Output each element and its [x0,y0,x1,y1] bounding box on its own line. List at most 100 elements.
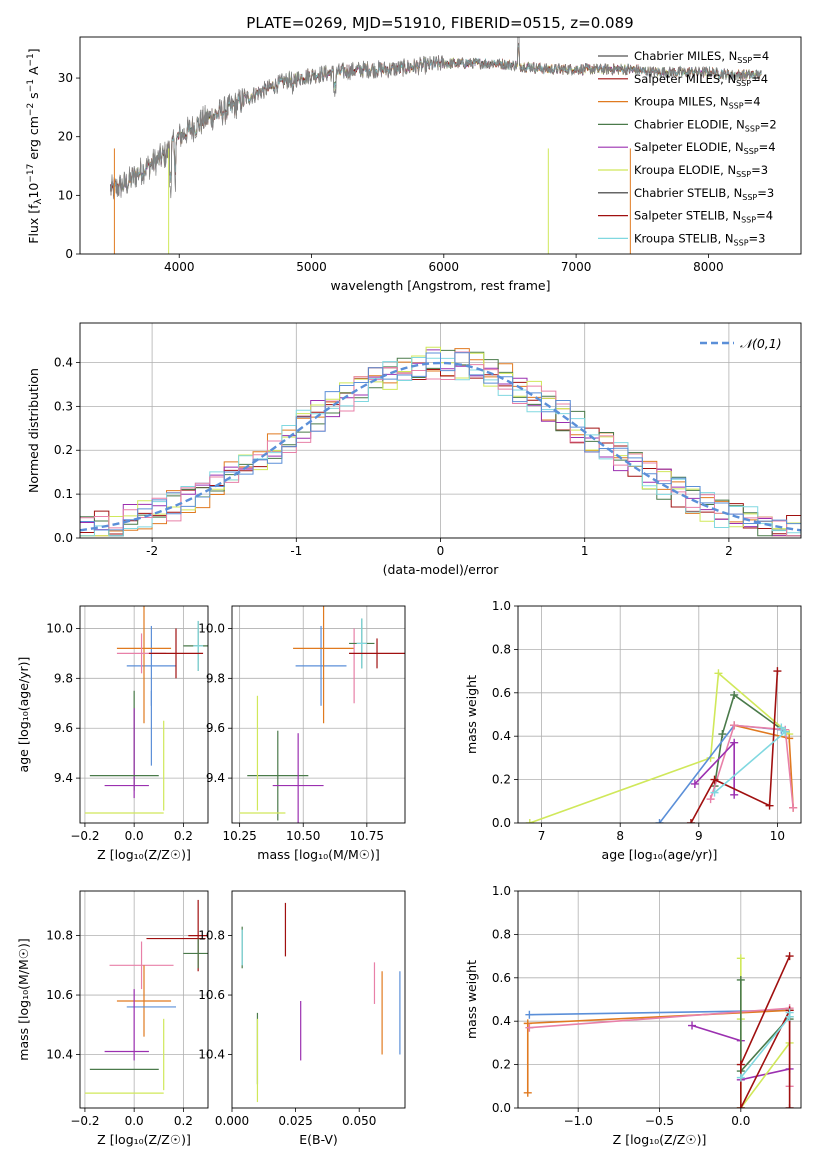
weight-marker [736,975,745,984]
x-tick-label: 5000 [296,260,327,274]
x-axis-label: wavelength [Angstrom, rest frame] [330,278,550,293]
plot-spectrum: 4000 5000 6000 7000 8000 0 10 20 30 wavelength [A… [26,36,802,293]
plot-frame [517,890,802,1109]
y-label-part: ] [26,48,41,53]
data-point [148,628,204,679]
x-tick-label: 6000 [429,260,460,274]
legend-eq: = [751,163,761,177]
legend-eq: = [759,140,769,154]
plot-frame [79,605,209,824]
y-tick-label: 10.4 [46,1047,73,1061]
y-tick-label: 10.0 [46,621,73,635]
legend-n: , N [718,231,734,245]
y-axis-label: mass weight [464,675,479,754]
plot-age-vs-Z: −0.2 0.0 0.2 9.4 9.6 9.8 10.0 Z [log₁₀(Z/Z☉)] ag… [16,605,209,862]
data-point [356,618,367,669]
y-tick-label: 0.2 [492,1058,511,1072]
weight-line [733,724,794,808]
y-tick-label: 9.4 [206,771,225,785]
y-label-part: 10 [26,183,41,199]
weight-marker [690,779,699,788]
weight-marker [730,721,739,730]
residual-histogram [80,351,801,537]
weight-marker [789,803,798,812]
x-tick-label: 0.0 [125,829,144,843]
legend-eq: = [749,231,759,245]
legend-nssp: 2 [769,117,776,131]
weight-marker [785,952,794,961]
x-tick-label: 7 [538,829,546,843]
y-tick-label: 20 [58,130,73,144]
legend-nssp: 4 [766,209,773,223]
weight-marker [525,1023,534,1032]
y-tick-label: 0.8 [492,642,511,656]
plot-frame [79,36,802,255]
x-tick-label: 9 [695,829,703,843]
plot-mass-vs-ebv: 0.000 0.025 0.050 10.4 10.6 10.8 E(B-V) [198,890,406,1147]
legend-sub: SSP [737,56,752,65]
y-tick-label: 10.8 [198,929,225,943]
y-tick-label: 30 [58,71,73,85]
legend-n: , N [726,186,742,200]
plot-mass-weight-vs-Z: −1.0 −0.5 0.0 0.0 0.2 0.4 0.6 0.8 1.0 Z [log₁₀(Z/… [464,884,802,1147]
x-tick-label: 4000 [164,260,195,274]
y-axis-label: mass weight [464,960,479,1039]
y-tick-label: 10.0 [198,621,225,635]
legend-name: Kroupa STELIB [634,231,718,245]
legend-n: , N [721,49,737,63]
y-tick-label: 10 [58,188,73,202]
weight-marker [710,775,719,784]
y-axis-label: mass [log₁₀(M/M☉)] [16,938,31,1060]
x-axis-label: Z [log₁₀(Z/Z☉)] [613,1132,707,1147]
data-point [116,606,172,724]
data-point [109,941,174,990]
y-tick-label: 10.6 [46,988,73,1002]
x-axis-label: age [log₁₀(age/yr)] [602,847,718,862]
y-tick-label: 0 [65,247,73,261]
x-tick-label: 10.50 [286,829,320,843]
x-tick-label: 8000 [693,260,724,274]
legend-nssp: 3 [761,163,768,177]
weight-marker [523,1019,532,1028]
legend-entry: Chabrier MILES, NSSP=4 [634,49,769,65]
y-label-part: −2 [26,103,36,116]
legend-name: Kroupa MILES [634,95,713,109]
weight-marker [736,1073,745,1082]
y-label-part: λ [33,198,44,204]
x-tick-label: 1 [581,544,589,558]
legend-entry: 𝒩(0,1) [740,336,782,351]
legend-entry: Salpeter MILES, NSSP=4 [634,72,768,88]
y-label-part: Flux [f [26,204,41,244]
x-tick-label: 0.000 [215,1114,249,1128]
x-tick-label: -2 [146,544,158,558]
weight-line [658,724,786,823]
legend-n: , N [725,209,741,223]
legend-n: , N [720,163,736,177]
y-axis-label: Flux [fλ10−17 erg cm−2 s−1 A−1] [26,48,44,243]
x-tick-label: 0 [437,544,445,558]
x-axis-label: Z [log₁₀(Z/Z☉)] [97,847,191,862]
x-tick-label: 0.2 [174,1114,193,1128]
data-point [293,606,355,724]
weight-marker [736,1060,745,1069]
weight-line [709,724,794,808]
legend-entry: Kroupa ELODIE, NSSP=3 [634,163,768,179]
weight-marker [714,669,723,678]
plot-frame [231,605,406,824]
legend-sub: SSP [736,79,751,88]
x-tick-label: −0.2 [70,1114,99,1128]
x-tick-label: −0.2 [70,829,99,843]
legend-eq: = [752,49,762,63]
x-tick-label: −1.0 [564,1114,593,1128]
y-tick-label: 10.8 [46,929,73,943]
weight-marker [710,788,719,797]
y-tick-label: 0.0 [492,1101,511,1115]
x-tick-label: -1 [290,544,302,558]
data-point [272,733,324,823]
weight-marker [765,801,774,810]
legend: Chabrier MILES, NSSP=4 Salpeter MILES, NS… [598,49,777,247]
y-label-part: A [26,66,41,79]
weight-line [690,671,779,823]
weight-line [740,955,791,1108]
